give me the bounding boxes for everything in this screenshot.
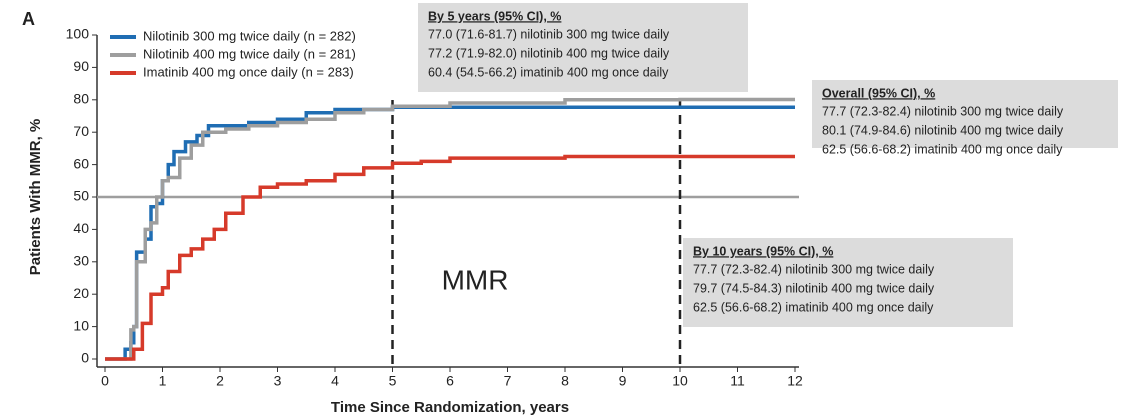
x-tick-label: 11 bbox=[730, 373, 745, 389]
annotation-line: 62.5 (56.6-68.2) imatinib 400 mg once da… bbox=[693, 300, 934, 314]
x-tick-label: 3 bbox=[274, 373, 282, 389]
y-tick-label: 60 bbox=[73, 155, 89, 171]
annotation-line: 79.7 (74.5-84.3) nilotinib 400 mg twice … bbox=[693, 281, 935, 295]
y-tick-label: 80 bbox=[73, 91, 89, 107]
x-tick-label: 1 bbox=[159, 373, 167, 389]
region-label: MMR bbox=[442, 264, 509, 295]
annotation-line: 77.7 (72.3-82.4) nilotinib 300 mg twice … bbox=[822, 104, 1064, 118]
annotation-line: 77.0 (71.6-81.7) nilotinib 300 mg twice … bbox=[428, 27, 670, 41]
series-line bbox=[105, 154, 795, 361]
y-tick-label: 20 bbox=[73, 285, 89, 301]
x-tick-label: 2 bbox=[216, 373, 224, 389]
annotation-line: 77.2 (71.9-82.0) nilotinib 400 mg twice … bbox=[428, 46, 670, 60]
y-tick-label: 100 bbox=[66, 26, 90, 42]
x-tick-label: 4 bbox=[331, 373, 339, 389]
annotation-line: 62.5 (56.6-68.2) imatinib 400 mg once da… bbox=[822, 142, 1063, 156]
legend-label: Imatinib 400 mg once daily (n = 283) bbox=[143, 64, 354, 79]
x-tick-label: 0 bbox=[101, 373, 109, 389]
x-tick-label: 12 bbox=[787, 373, 803, 389]
legend-label: Nilotinib 400 mg twice daily (n = 281) bbox=[143, 46, 356, 61]
annotation-box bbox=[812, 80, 1118, 148]
annotation-line: 80.1 (74.9-84.6) nilotinib 400 mg twice … bbox=[822, 123, 1064, 137]
series-line bbox=[105, 97, 795, 361]
annotation-title: Overall (95% CI), % bbox=[822, 86, 935, 100]
y-tick-label: 40 bbox=[73, 220, 89, 236]
annotation-box bbox=[418, 3, 748, 92]
y-tick-label: 0 bbox=[81, 350, 89, 366]
x-tick-label: 10 bbox=[672, 373, 688, 389]
annotation-line: 77.7 (72.3-82.4) nilotinib 300 mg twice … bbox=[693, 262, 935, 276]
x-tick-label: 7 bbox=[504, 373, 512, 389]
x-axis-label: Time Since Randomization, years bbox=[331, 399, 569, 416]
annotation-box bbox=[683, 238, 1013, 327]
y-tick-label: 70 bbox=[73, 123, 89, 139]
y-tick-label: 50 bbox=[73, 188, 89, 204]
annotation-title: By 10 years (95% CI), % bbox=[693, 244, 833, 258]
annotation-title: By 5 years (95% CI), % bbox=[428, 9, 561, 23]
y-axis-label: Patients With MMR, % bbox=[27, 119, 44, 276]
x-tick-label: 5 bbox=[389, 373, 397, 389]
y-tick-label: 30 bbox=[73, 253, 89, 269]
x-tick-label: 9 bbox=[619, 373, 627, 389]
legend-label: Nilotinib 300 mg twice daily (n = 282) bbox=[143, 28, 356, 43]
panel-label: A bbox=[22, 9, 35, 29]
x-tick-label: 6 bbox=[446, 373, 454, 389]
y-tick-label: 90 bbox=[73, 58, 89, 74]
annotation-line: 60.4 (54.5-66.2) imatinib 400 mg once da… bbox=[428, 65, 669, 79]
x-tick-label: 8 bbox=[561, 373, 569, 389]
y-tick-label: 10 bbox=[73, 317, 89, 333]
